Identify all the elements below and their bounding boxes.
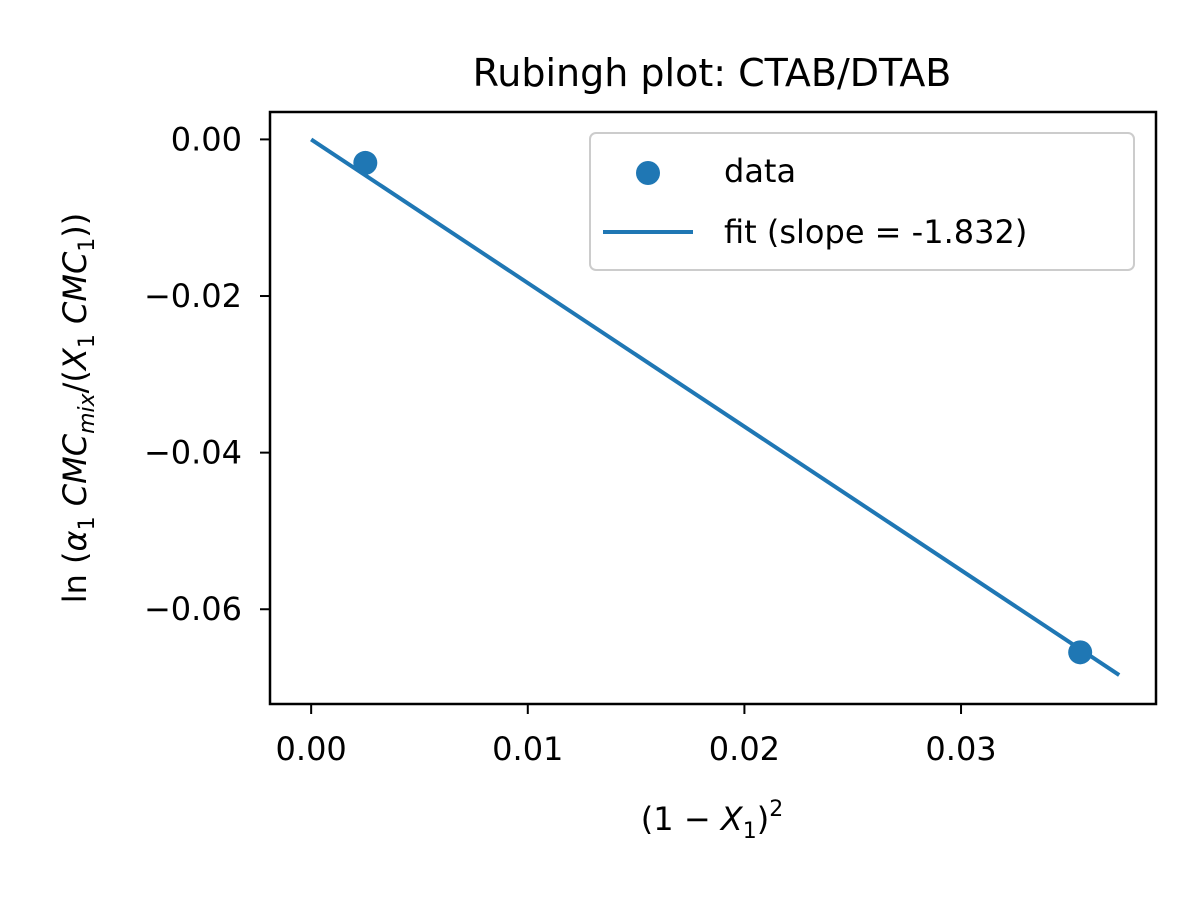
- x-tick-label: 0.00: [276, 730, 347, 768]
- x-tick-label: 0.03: [925, 730, 996, 768]
- y-tick-label: −0.02: [144, 277, 242, 315]
- plot-marks: [310, 137, 1121, 677]
- y-axis-label: ln (α1 CMCmix/(X1 CMC1)): [56, 213, 100, 604]
- legend-label-fit: fit (slope = -1.832): [724, 213, 1027, 251]
- x-tick-label: 0.01: [492, 730, 563, 768]
- x-axis-label: (1 − X1)2: [641, 797, 783, 844]
- data-point: [353, 150, 378, 175]
- x-tick-label: 0.02: [709, 730, 780, 768]
- legend-box: [589, 132, 1135, 271]
- y-axis-ticks: 0.00 −0.02 −0.04 −0.06: [144, 120, 270, 628]
- chart-title: Rubingh plot: CTAB/DTAB: [473, 51, 952, 95]
- fit-line: [310, 137, 1121, 677]
- y-tick-label: 0.00: [171, 120, 242, 158]
- data-point: [1068, 640, 1093, 665]
- legend-label-data: data: [724, 152, 796, 190]
- x-axis-ticks: 0.00 0.01 0.02 0.03: [276, 704, 997, 768]
- legend: data fit (slope = -1.832): [589, 132, 1135, 271]
- legend-marker-data: [636, 161, 660, 185]
- y-tick-label: −0.04: [144, 434, 242, 472]
- plot-frame: [268, 110, 1158, 706]
- y-tick-label: −0.06: [144, 590, 242, 628]
